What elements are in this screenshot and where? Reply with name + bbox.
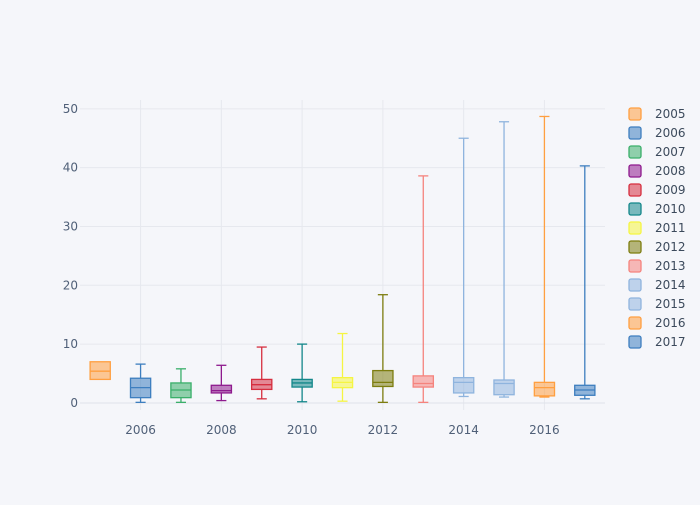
y-tick-label: 40 (63, 161, 78, 175)
legend-item-2013[interactable]: 2013 (628, 259, 686, 273)
legend-label: 2013 (655, 259, 686, 273)
legend-swatch (628, 183, 642, 197)
x-tick-label: 2014 (448, 423, 479, 437)
legend-label: 2012 (655, 240, 686, 254)
legend-item-2014[interactable]: 2014 (628, 278, 686, 292)
legend-label: 2005 (655, 107, 686, 121)
box-body (533, 381, 556, 397)
legend-swatch (628, 278, 642, 292)
box-2008[interactable] (210, 364, 233, 402)
legend-swatch (628, 107, 642, 121)
legend-item-2007[interactable]: 2007 (628, 145, 686, 159)
legend-item-2006[interactable]: 2006 (628, 126, 686, 140)
legend-label: 2017 (655, 335, 686, 349)
x-tick-label: 2012 (368, 423, 399, 437)
x-tick-label: 2010 (287, 423, 318, 437)
box-body (372, 369, 394, 388)
axes: 2006 2008 2010 2012 2014 2016 0 10 20 30 40 50 (63, 102, 560, 437)
box-2016[interactable] (533, 115, 556, 398)
legend-label: 2015 (655, 297, 686, 311)
legend-swatch (628, 164, 642, 178)
legend-item-2011[interactable]: 2011 (628, 221, 686, 235)
legend-swatch (628, 297, 642, 311)
legend-item-2009[interactable]: 2009 (628, 183, 686, 197)
box-2014[interactable] (452, 137, 475, 398)
legend-swatch (628, 202, 642, 216)
legend-label: 2014 (655, 278, 686, 292)
y-tick-label: 20 (63, 278, 78, 292)
box-2007[interactable] (170, 368, 192, 404)
legend-swatch (628, 145, 642, 159)
box-series (89, 115, 596, 404)
legend-item-2008[interactable]: 2008 (628, 164, 686, 178)
x-tick-label: 2008 (206, 423, 237, 437)
box-body (210, 384, 233, 394)
legend-swatch (628, 335, 642, 349)
box-2012[interactable] (372, 294, 394, 404)
legend-swatch (628, 316, 642, 330)
box-2006[interactable] (129, 363, 152, 404)
legend[interactable]: 2005 2006 2007 2008 2009 2010 2011 2012 2013 2014… (628, 107, 686, 349)
legend-label: 2009 (655, 183, 686, 197)
x-tick-label: 2016 (529, 423, 560, 437)
box-2011[interactable] (331, 332, 354, 402)
legend-label: 2008 (655, 164, 686, 178)
box-body (412, 375, 435, 388)
legend-item-2016[interactable]: 2016 (628, 316, 686, 330)
legend-item-2010[interactable]: 2010 (628, 202, 686, 216)
x-tick-label: 2006 (125, 423, 156, 437)
legend-label: 2010 (655, 202, 686, 216)
y-tick-label: 30 (63, 219, 78, 233)
box-2010[interactable] (291, 343, 313, 403)
y-tick-label: 10 (63, 337, 78, 351)
box-2013[interactable] (412, 175, 435, 404)
legend-label: 2016 (655, 316, 686, 330)
legend-swatch (628, 240, 642, 254)
legend-swatch (628, 221, 642, 235)
legend-item-2015[interactable]: 2015 (628, 297, 686, 311)
legend-item-2017[interactable]: 2017 (628, 335, 686, 349)
legend-item-2012[interactable]: 2012 (628, 240, 686, 254)
y-tick-label: 0 (70, 396, 78, 410)
box-2009[interactable] (250, 346, 273, 400)
legend-swatch (628, 126, 642, 140)
y-tick-label: 50 (63, 102, 78, 116)
legend-label: 2006 (655, 126, 686, 140)
box-2005[interactable] (89, 361, 111, 381)
legend-item-2005[interactable]: 2005 (628, 107, 686, 121)
legend-label: 2007 (655, 145, 686, 159)
box-body (493, 379, 515, 396)
legend-swatch (628, 259, 642, 273)
legend-label: 2011 (655, 221, 686, 235)
box-2015[interactable] (493, 121, 515, 398)
box-2017[interactable] (574, 165, 596, 400)
box-body (452, 376, 475, 394)
